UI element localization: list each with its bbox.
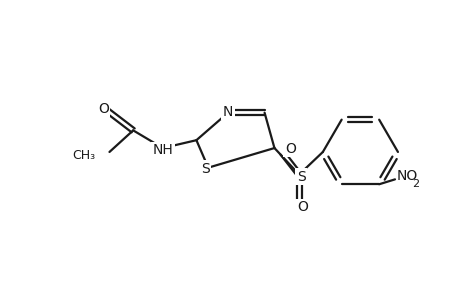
Text: S: S	[201, 162, 209, 176]
Text: N: N	[222, 105, 233, 119]
Text: NH: NH	[152, 143, 173, 157]
Text: O: O	[98, 102, 109, 116]
Text: S: S	[296, 169, 305, 184]
Text: CH₃: CH₃	[73, 149, 95, 162]
Text: NO: NO	[396, 169, 417, 183]
Text: O: O	[297, 200, 308, 214]
Text: O: O	[284, 142, 295, 156]
Text: 2: 2	[411, 179, 418, 189]
